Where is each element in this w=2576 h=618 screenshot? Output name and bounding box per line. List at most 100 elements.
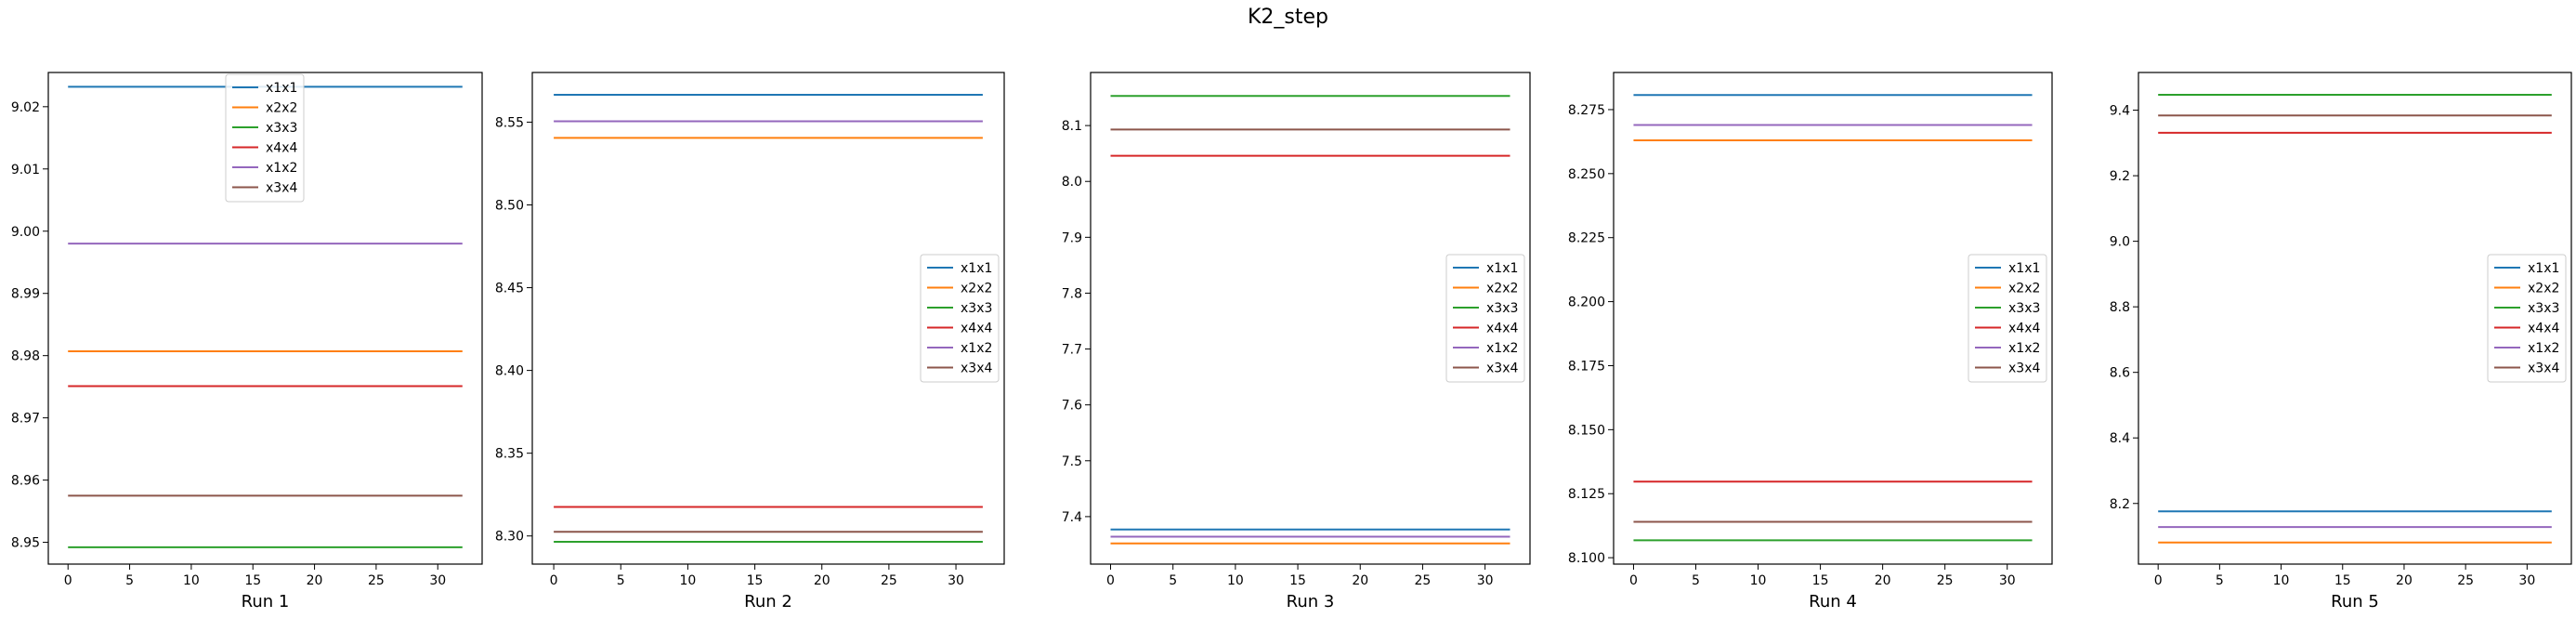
x-tick-label: 0 [1629,573,1638,588]
x-tick-label: 25 [2457,573,2474,588]
y-tick-label: 8.30 [495,530,524,545]
legend-label-x2x2: x2x2 [2008,282,2040,296]
y-tick-label: 8.275 [1568,103,1605,118]
x-tick-label: 15 [1289,573,1306,588]
axes-frame [531,72,1005,565]
x-tick-label: 25 [368,573,385,588]
x-tick-label: 10 [679,573,696,588]
y-tick-label: 8.55 [495,115,524,130]
legend-label-x3x3: x3x3 [2528,301,2559,316]
x-tick-label: 20 [307,573,323,588]
y-tick-label: 8.225 [1568,231,1605,246]
x-tick-label: 5 [125,573,134,588]
legend-label-x3x4: x3x4 [2008,362,2040,376]
legend-label-x1x1: x1x1 [2008,261,2040,276]
y-tick-label: 8.35 [495,447,524,462]
x-tick-label: 15 [1812,573,1829,588]
x-tick-label: 25 [881,573,897,588]
y-tick-label: 7.6 [1062,399,1082,414]
y-tick-label: 7.7 [1062,343,1082,358]
x-tick-label: 0 [1106,573,1115,588]
x-tick-label: 15 [747,573,764,588]
legend: x1x1 x2x2 x3x3 x4x4 x1x2 x3x4 [1968,254,2047,383]
x-axis-label: Run 2 [744,592,792,611]
y-tick-label: 8.125 [1568,487,1605,502]
y-tick-label: 8.0 [1062,175,1082,190]
legend-label-x2x2: x2x2 [2528,282,2559,296]
legend-label-x1x1: x1x1 [961,261,992,276]
x-tick-label: 20 [2396,573,2413,588]
x-tick-label: 20 [1352,573,1368,588]
x-tick-label: 30 [2518,573,2535,588]
y-tick-label: 8.1 [1062,119,1082,134]
x-axis-label: Run 1 [242,592,290,611]
x-tick-label: 20 [814,573,830,588]
x-tick-label: 0 [550,573,558,588]
legend-label-x3x3: x3x3 [266,121,297,136]
x-axis-label: Run 3 [1287,592,1335,611]
x-tick-label: 25 [1937,573,1954,588]
y-tick-label: 8.175 [1568,359,1605,374]
x-tick-label: 10 [1227,573,1244,588]
legend-label-x3x4: x3x4 [961,362,992,376]
legend-frame [1968,254,2047,383]
x-tick-label: 0 [64,573,72,588]
y-tick-label: 8.2 [2110,497,2130,512]
y-tick-label: 9.4 [2110,104,2130,119]
y-tick-label: 8.150 [1568,423,1605,438]
legend-label-x4x4: x4x4 [2528,322,2559,336]
y-tick-label: 8.97 [11,412,40,427]
chart-run-3: 0 5 10 15 20 25 30 7.4 7.5 7.6 7.7 7.8 7.9 8.0 8.1 Run … [1062,72,1531,611]
legend-frame [225,73,305,203]
x-tick-label: 30 [1999,573,2016,588]
legend: x1x1 x2x2 x3x3 x4x4 x1x2 x3x4 [1445,254,1525,383]
y-tick-label: 8.100 [1568,551,1605,566]
figure-title: K2_step [1247,6,1328,29]
legend-label-x3x4: x3x4 [1486,362,1518,376]
y-tick-label: 8.96 [11,474,40,489]
legend-label-x3x3: x3x3 [1486,301,1518,316]
x-tick-label: 30 [429,573,446,588]
y-tick-label: 9.0 [2110,235,2130,250]
legend: x1x1 x2x2 x3x3 x4x4 x1x2 x3x4 [2487,254,2567,383]
y-tick-label: 9.00 [11,225,40,240]
legend-label-x1x1: x1x1 [266,81,297,96]
legend: x1x1 x2x2 x3x3 x4x4 x1x2 x3x4 [920,254,1000,383]
axes-frame [2138,72,2572,565]
y-tick-label: 9.01 [11,163,40,178]
y-tick-label: 8.8 [2110,300,2130,315]
y-tick-label: 9.2 [2110,169,2130,184]
y-tick-label: 7.5 [1062,454,1082,469]
y-tick-label: 8.4 [2110,431,2130,446]
legend-label-x3x4: x3x4 [266,181,297,196]
legend-label-x4x4: x4x4 [266,141,297,156]
legend-frame [1445,254,1525,383]
x-tick-label: 10 [1750,573,1767,588]
x-tick-label: 10 [183,573,200,588]
x-tick-label: 0 [2154,573,2163,588]
y-tick-label: 8.40 [495,364,524,379]
x-axis-label: Run 4 [1809,592,1857,611]
y-tick-label: 8.50 [495,198,524,213]
legend-frame [920,254,1000,383]
y-tick-label: 8.45 [495,282,524,296]
x-tick-label: 20 [1875,573,1891,588]
y-tick-label: 7.9 [1062,230,1082,245]
legend-label-x3x4: x3x4 [2528,362,2559,376]
chart-run-4: 0 5 10 15 20 25 30 8.100 8.125 8.150 8.175 8.200 8.2… [1568,72,2053,611]
x-tick-label: 15 [2334,573,2351,588]
legend-label-x1x2: x1x2 [2008,341,2040,356]
legend-frame [2487,254,2567,383]
x-tick-label: 25 [1415,573,1432,588]
chart-run-5: 0 5 10 15 20 25 30 8.2 8.4 8.6 8.8 9.0 9.2 9.4 Run 5 x1… [2110,72,2572,611]
x-tick-label: 5 [1692,573,1700,588]
legend-label-x3x3: x3x3 [961,301,992,316]
x-axis-label: Run 5 [2331,592,2379,611]
y-tick-label: 8.95 [11,536,40,551]
legend-label-x2x2: x2x2 [1486,282,1518,296]
x-tick-label: 15 [244,573,261,588]
y-tick-label: 7.4 [1062,510,1082,525]
legend-label-x1x2: x1x2 [961,341,992,356]
y-tick-label: 8.250 [1568,167,1605,182]
